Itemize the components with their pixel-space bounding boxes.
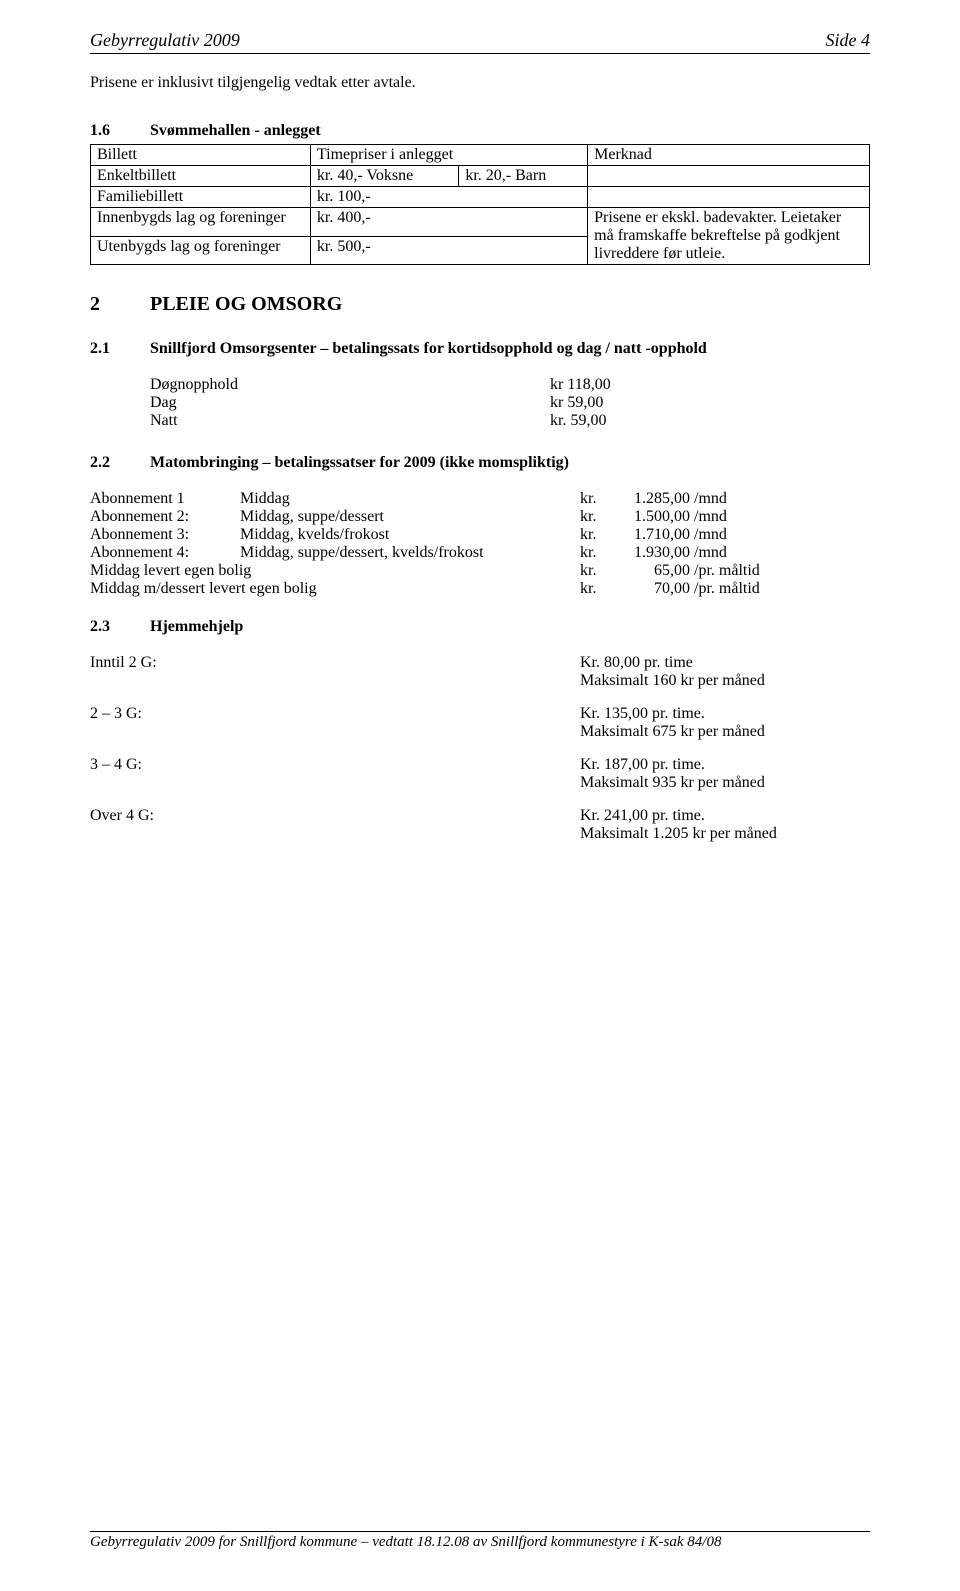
item-line1: Kr. 241,00 pr. time. xyxy=(580,807,705,825)
item-label: Døgnopphold xyxy=(150,376,550,394)
item-desc: Middag, suppe/dessert, kvelds/frokost xyxy=(240,544,580,562)
item-value: kr.1.500,00 /mnd xyxy=(580,508,870,526)
section-1-6-heading: 1.6 Svømmehallen - anlegget xyxy=(90,122,870,140)
cell-pris-b: kr. 20,- Barn xyxy=(459,166,588,187)
list-item: Inntil 2 G:Kr. 80,00 pr. timeMaksimalt 1… xyxy=(90,654,870,690)
cell-billett: Innenbygds lag og foreninger xyxy=(91,208,311,237)
item-desc: Middag, suppe/dessert xyxy=(240,508,580,526)
section-2-2-heading: 2.2 Matombringing – betalingssatser for … xyxy=(90,454,870,472)
section-2-1-heading: 2.1 Snillfjord Omsorgsenter – betalingss… xyxy=(90,340,870,358)
page-header: Gebyrregulativ 2009 Side 4 xyxy=(90,30,870,54)
list-item: 2 – 3 G:Kr. 135,00 pr. time.Maksimalt 67… xyxy=(90,705,870,741)
list-item: Dag kr 59,00 xyxy=(150,394,870,412)
item-line2: Maksimalt 160 kr per måned xyxy=(580,672,765,690)
section-2-heading: 2 PLEIE OG OMSORG xyxy=(90,293,870,316)
item-desc: Middag xyxy=(240,490,580,508)
page-footer: Gebyrregulativ 2009 for Snillfjord kommu… xyxy=(90,1531,870,1551)
item-value: kr.1.930,00 /mnd xyxy=(580,544,870,562)
item-value: kr.1.710,00 /mnd xyxy=(580,526,870,544)
item-desc: Middag, kvelds/frokost xyxy=(240,526,580,544)
table-row-head: Billett Timepriser i anlegget Merknad xyxy=(91,145,870,166)
cell-pris: kr. 400,- xyxy=(310,208,587,237)
item-value: kr.1.285,00 /mnd xyxy=(580,490,870,508)
item-value: kr.65,00 /pr. måltid xyxy=(580,562,870,580)
section-num: 2.2 xyxy=(90,454,150,472)
item-label: Over 4 G: xyxy=(90,807,580,825)
cell-pris: kr. 500,- xyxy=(310,236,587,265)
item-label: Abonnement 2: xyxy=(90,508,240,526)
section-title: Snillfjord Omsorgsenter – betalingssats … xyxy=(150,340,707,358)
list-item: Abonnement 3:Middag, kvelds/frokostkr.1.… xyxy=(90,526,870,544)
kortidsopphold-list: Døgnopphold kr 118,00 Dag kr 59,00 Natt … xyxy=(150,376,870,430)
cell-billett: Familiebillett xyxy=(91,187,311,208)
list-item: Over 4 G:Kr. 241,00 pr. time.Maksimalt 1… xyxy=(90,807,870,843)
list-item: Abonnement 2:Middag, suppe/dessertkr.1.5… xyxy=(90,508,870,526)
list-item: Middag levert egen boligkr.65,00 /pr. må… xyxy=(90,562,870,580)
header-right: Side 4 xyxy=(826,30,871,51)
item-value: kr 118,00 xyxy=(550,376,611,394)
list-item: Abonnement 4:Middag, suppe/dessert, kvel… xyxy=(90,544,870,562)
item-label: Inntil 2 G: xyxy=(90,654,580,672)
cell-pris: kr. 100,- xyxy=(310,187,587,208)
cell-merknad xyxy=(588,187,870,208)
item-line2: Maksimalt 935 kr per måned xyxy=(580,774,765,792)
item-line2: Maksimalt 1.205 kr per måned xyxy=(580,825,777,843)
item-line2: Maksimalt 675 kr per måned xyxy=(580,723,765,741)
table-row: Enkeltbillett kr. 40,- Voksne kr. 20,- B… xyxy=(91,166,870,187)
item-label: Abonnement 4: xyxy=(90,544,240,562)
list-item: Natt kr. 59,00 xyxy=(150,412,870,430)
item-label: 2 – 3 G: xyxy=(90,705,580,723)
item-label: Dag xyxy=(150,394,550,412)
th-timepriser: Timepriser i anlegget xyxy=(310,145,587,166)
table-row: Familiebillett kr. 100,- xyxy=(91,187,870,208)
section-title: Matombringing – betalingssatser for 2009… xyxy=(150,454,569,472)
section-num: 2 xyxy=(90,293,150,316)
cell-billett: Utenbygds lag og foreninger xyxy=(91,236,311,265)
th-billett: Billett xyxy=(91,145,311,166)
item-line1: Kr. 135,00 pr. time. xyxy=(580,705,705,723)
item-value: kr. 59,00 xyxy=(550,412,606,430)
item-label: 3 – 4 G: xyxy=(90,756,580,774)
list-item: Døgnopphold kr 118,00 xyxy=(150,376,870,394)
item-value: kr 59,00 xyxy=(550,394,603,412)
cell-pris-a: kr. 40,- Voksne xyxy=(310,166,458,187)
item-label: Abonnement 1 xyxy=(90,490,240,508)
header-left: Gebyrregulativ 2009 xyxy=(90,30,240,51)
section-num: 1.6 xyxy=(90,122,150,140)
item-line1: Kr. 187,00 pr. time. xyxy=(580,756,705,774)
th-merknad: Merknad xyxy=(588,145,870,166)
item-label: Natt xyxy=(150,412,550,430)
section-title: Svømmehallen - anlegget xyxy=(150,122,321,140)
section-title: Hjemmehjelp xyxy=(150,618,243,636)
intro-text: Prisene er inklusivt tilgjengelig vedtak… xyxy=(90,74,870,92)
matombringing-list: Abonnement 1Middagkr.1.285,00 /mndAbonne… xyxy=(90,490,870,598)
item-label: Abonnement 3: xyxy=(90,526,240,544)
item-line1: Kr. 80,00 pr. time xyxy=(580,654,693,672)
section-num: 2.3 xyxy=(90,618,150,636)
hjemmehjelp-list: Inntil 2 G:Kr. 80,00 pr. timeMaksimalt 1… xyxy=(90,654,870,843)
section-num: 2.1 xyxy=(90,340,150,358)
cell-billett: Enkeltbillett xyxy=(91,166,311,187)
item-label: Middag m/dessert levert egen bolig xyxy=(90,580,580,598)
table-row: Innenbygds lag og foreninger kr. 400,- P… xyxy=(91,208,870,237)
item-label: Middag levert egen bolig xyxy=(90,562,580,580)
list-item: 3 – 4 G:Kr. 187,00 pr. time.Maksimalt 93… xyxy=(90,756,870,792)
section-title: PLEIE OG OMSORG xyxy=(150,293,342,316)
svommehallen-table: Billett Timepriser i anlegget Merknad En… xyxy=(90,144,870,265)
section-2-3-heading: 2.3 Hjemmehjelp xyxy=(90,618,870,636)
item-value: kr.70,00 /pr. måltid xyxy=(580,580,870,598)
cell-merknad-block: Prisene er ekskl. badevakter. Leietaker … xyxy=(588,208,870,265)
list-item: Abonnement 1Middagkr.1.285,00 /mnd xyxy=(90,490,870,508)
cell-merknad xyxy=(588,166,870,187)
list-item: Middag m/dessert levert egen boligkr.70,… xyxy=(90,580,870,598)
